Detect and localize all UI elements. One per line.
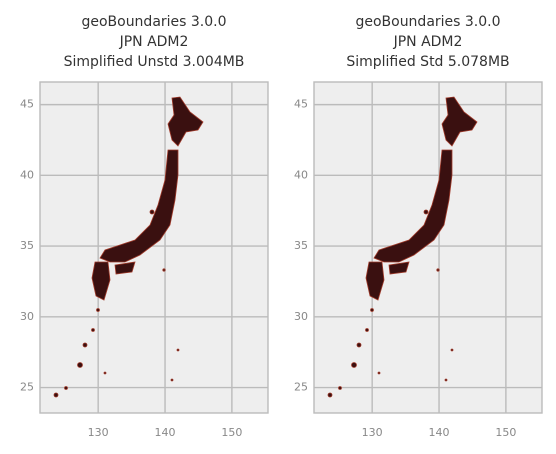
map-panel: geoBoundaries 3.0.0 JPN ADM2 Simplified Un… bbox=[20, 14, 269, 439]
y-tick-label: 45 bbox=[20, 98, 34, 111]
plot-background bbox=[313, 81, 543, 414]
x-tick-label: 140 bbox=[429, 426, 450, 439]
y-tick-label: 40 bbox=[20, 168, 34, 181]
x-tick-label: 150 bbox=[221, 426, 242, 439]
y-tick-label: 30 bbox=[20, 310, 34, 323]
y-tick-label: 25 bbox=[294, 381, 308, 394]
chart-title: geoBoundaries 3.0.0 bbox=[81, 14, 226, 30]
x-tick-label: 140 bbox=[155, 426, 176, 439]
y-tick-label: 35 bbox=[20, 239, 34, 252]
y-tick-label: 35 bbox=[294, 239, 308, 252]
y-tick-label: 25 bbox=[20, 381, 34, 394]
plot-background bbox=[39, 81, 269, 414]
chart-title: Simplified Unstd 3.004MB bbox=[64, 54, 245, 70]
chart-title: JPN ADM2 bbox=[393, 34, 463, 50]
x-tick-label: 130 bbox=[362, 426, 383, 439]
y-tick-label: 30 bbox=[294, 310, 308, 323]
map-panel: geoBoundaries 3.0.0 JPN ADM2 Simplified St… bbox=[294, 14, 543, 439]
x-tick-label: 150 bbox=[495, 426, 516, 439]
x-tick-label: 130 bbox=[88, 426, 109, 439]
chart-title: Simplified Std 5.078MB bbox=[346, 54, 509, 70]
y-tick-label: 45 bbox=[294, 98, 308, 111]
chart-title: JPN ADM2 bbox=[119, 34, 189, 50]
y-tick-label: 40 bbox=[294, 168, 308, 181]
chart-title: geoBoundaries 3.0.0 bbox=[355, 14, 500, 30]
